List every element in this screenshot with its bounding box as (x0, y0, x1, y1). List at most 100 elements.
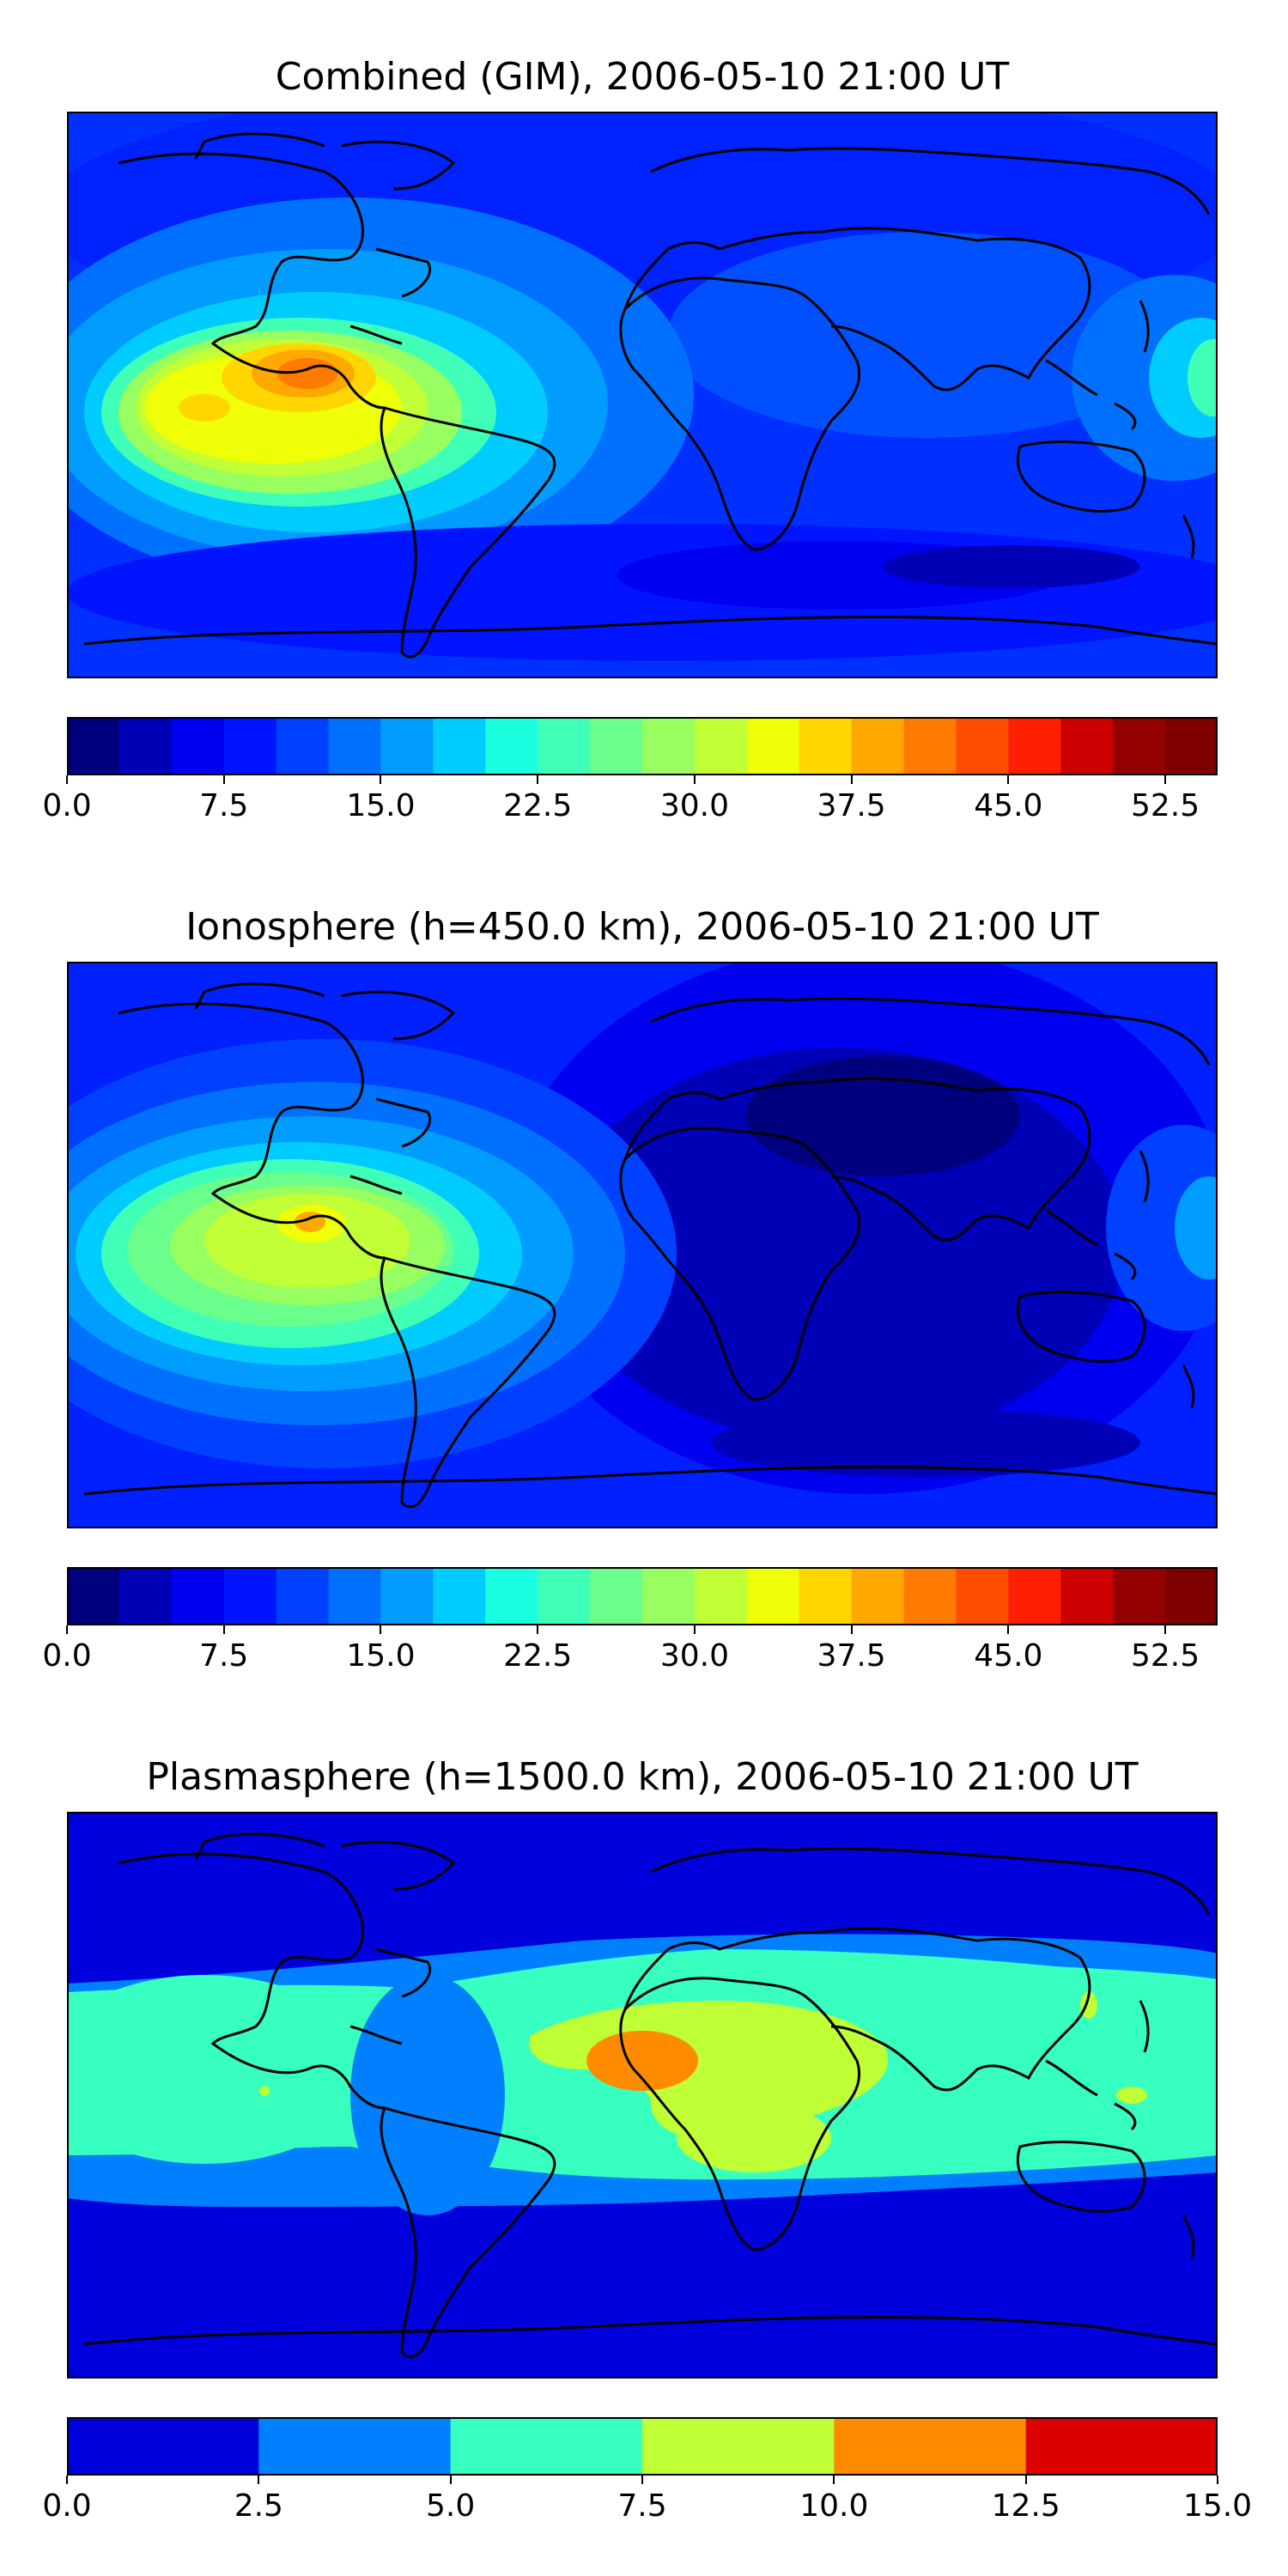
colorbar-tick-label: 7.5 (617, 2488, 667, 2524)
colorbar-tick-label: 2.5 (234, 2488, 283, 2524)
colorbar-segment (1113, 717, 1166, 775)
colorbar-tick-label: 15.0 (346, 1638, 416, 1674)
colorbar-tick-label: 45.0 (974, 788, 1043, 823)
colorbar-tick-mark (850, 775, 853, 784)
colorbar-segment (1060, 1567, 1114, 1625)
colorbar-tick-mark (641, 2476, 643, 2484)
colorbar-segment (433, 1567, 486, 1625)
colorbar-tick-mark (1164, 775, 1167, 784)
colorbar-tick-label: 45.0 (974, 1638, 1043, 1674)
colorbar-segment (590, 1567, 643, 1625)
colorbar-tick-mark (693, 775, 696, 784)
colorbar-tick-mark (693, 1625, 696, 1634)
colorbar-tick-label: 5.0 (426, 2488, 476, 2524)
colorbar-segment (956, 717, 1009, 775)
colorbar-combined (67, 717, 1218, 775)
colorbar-segment (118, 1567, 173, 1625)
colorbar-segment (223, 717, 277, 775)
panel-title-ionosphere: Ionosphere (h=450.0 km), 2006-05-10 21:0… (185, 905, 1099, 949)
colorbar-segment (642, 1567, 696, 1625)
colorbar-segment (834, 2417, 1027, 2476)
colorbar-tick-mark (222, 775, 225, 784)
contour-fields-combined (67, 112, 1218, 661)
colorbar-segment (1165, 1567, 1218, 1625)
colorbar-tick-label: 22.5 (503, 788, 573, 823)
colorbar-tick-mark (380, 775, 382, 784)
colorbar-ionosphere (67, 1567, 1218, 1625)
colorbar-segment (642, 2417, 835, 2476)
colorbar-segment (118, 717, 173, 775)
colorbar-segment (642, 717, 696, 775)
colorbar-segment (538, 1567, 591, 1625)
colorbar-tick-label: 7.5 (199, 788, 249, 823)
colorbar-segment (171, 717, 225, 775)
colorbar-tick-label: 0.0 (42, 2488, 92, 2524)
colorbar-tick-mark (222, 1625, 225, 1634)
colorbar-segment (171, 1567, 225, 1625)
colorbar-tick-mark (1217, 2476, 1218, 2484)
colorbar-segment (433, 717, 486, 775)
colorbar-segment (694, 1567, 748, 1625)
colorbar-segment (485, 1567, 538, 1625)
colorbar-segment (903, 1567, 957, 1625)
colorbar-tick-label: 52.5 (1131, 788, 1200, 823)
colorbar-segment (223, 1567, 277, 1625)
colorbar-tick-mark (66, 2476, 68, 2484)
colorbar-tick-mark (850, 1625, 853, 1634)
map-plasmasphere (67, 1812, 1218, 2379)
colorbar-segment (590, 717, 643, 775)
colorbar-frame (67, 2417, 1218, 2476)
colorbar-tick-label: 30.0 (659, 1638, 729, 1674)
colorbar-segment (380, 1567, 434, 1625)
colorbar-segment (538, 717, 591, 775)
colorbar-segment (799, 1567, 853, 1625)
colorbar-segment (694, 717, 748, 775)
colorbar-segment (1025, 2417, 1218, 2476)
colorbar-tick-mark (1007, 775, 1010, 784)
colorbar-segment (67, 717, 120, 775)
colorbar-tick-mark (1164, 1625, 1167, 1634)
colorbar-tick-label: 15.0 (1182, 2488, 1253, 2524)
colorbar-segment (903, 717, 957, 775)
colorbar-tick-mark (833, 2476, 835, 2484)
colorbar-segment (67, 2417, 259, 2476)
colorbar-segment (956, 1567, 1009, 1625)
colorbar-segment (328, 717, 381, 775)
colorbar-tick-label: 37.5 (817, 788, 886, 823)
colorbar-segment (799, 717, 853, 775)
colorbar-frame (67, 1567, 1218, 1625)
colorbar-tick-label: 0.0 (42, 788, 92, 823)
colorbar-tick-mark (66, 775, 68, 784)
colorbar-tick-mark (258, 2476, 260, 2484)
panel-title-combined: Combined (GIM), 2006-05-10 21:00 UT (275, 55, 1010, 99)
colorbar-tick-label: 22.5 (503, 1638, 573, 1674)
colorbar-segment (380, 717, 434, 775)
contour-fields-ionosphere (67, 962, 1218, 1494)
colorbar-tick-label: 37.5 (817, 1638, 886, 1674)
colorbar-segment (328, 1567, 381, 1625)
colorbar-segment (1008, 717, 1061, 775)
colorbar-segment (1113, 1567, 1166, 1625)
panel-title-plasmasphere: Plasmasphere (h=1500.0 km), 2006-05-10 2… (146, 1755, 1139, 1799)
colorbar-tick-mark (537, 775, 539, 784)
colorbar-segment (485, 717, 538, 775)
colorbar-frame (67, 717, 1218, 775)
colorbar-tick-label: 52.5 (1131, 1638, 1200, 1674)
colorbar-segment (746, 1567, 800, 1625)
colorbar-segment (851, 717, 905, 775)
colorbar-segment (258, 2417, 452, 2476)
colorbar-tick-mark (380, 1625, 382, 1634)
colorbar-tick-mark (537, 1625, 539, 1634)
coastlines (83, 132, 1218, 659)
colorbar-tick-label: 12.5 (991, 2488, 1060, 2524)
colorbar-segment (67, 1567, 120, 1625)
colorbar-segment (1008, 1567, 1061, 1625)
colorbar-tick-label: 30.0 (659, 788, 729, 823)
map-combined (67, 112, 1218, 678)
colorbar-tick-mark (1007, 1625, 1010, 1634)
colorbar-tick-mark (66, 1625, 68, 1634)
colorbar-tick-label: 15.0 (346, 788, 416, 823)
colorbar-segment (851, 1567, 905, 1625)
colorbar-tick-mark (1024, 2476, 1027, 2484)
map-ionosphere (67, 962, 1218, 1528)
